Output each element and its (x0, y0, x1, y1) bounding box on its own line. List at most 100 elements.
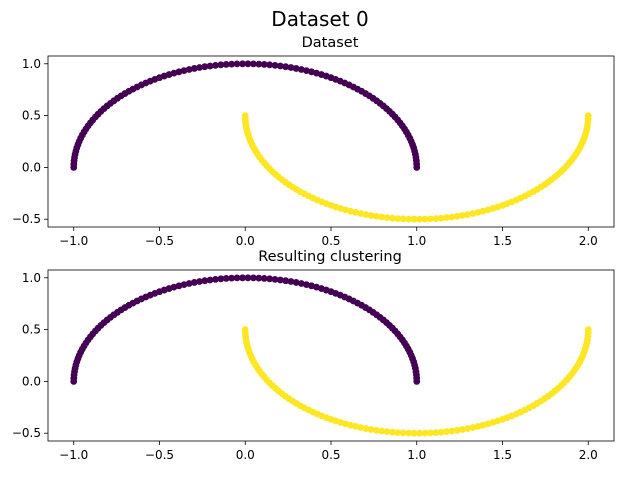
scatter-point (255, 60, 263, 68)
y-tick-label: 0.0 (22, 374, 41, 388)
x-tick-label: −0.5 (145, 234, 174, 248)
y-tick-label: 0.5 (22, 109, 41, 123)
scatter-point (432, 215, 440, 222)
scatter-point (388, 214, 396, 222)
panel-title: Dataset (302, 35, 359, 51)
scatter-point (250, 274, 257, 282)
scatter-point (185, 280, 193, 287)
scatter-point (303, 67, 310, 74)
scatter-point (276, 276, 284, 284)
scatter-point (416, 429, 423, 437)
scatter-point (378, 213, 386, 221)
scatter-point (303, 281, 310, 288)
scatter-point (239, 274, 246, 282)
axes-frame (47, 55, 615, 228)
scatter-point (437, 214, 445, 222)
scatter-point (250, 60, 257, 68)
scatter-point (287, 278, 295, 285)
scatter-point (228, 60, 236, 68)
figure-suptitle: Dataset 0 (271, 7, 368, 31)
scatter-point (185, 66, 193, 73)
scatter-point (362, 425, 370, 432)
scatter-point (260, 275, 268, 282)
x-tick-label: 1.0 (407, 448, 426, 462)
scatter-point (190, 279, 198, 286)
y-tick-label: −0.5 (12, 212, 41, 226)
plot-panel-dataset: Dataset −1.0 −0.5 0.0 0.5 1.0 1.5 2.0 −0.5 0.0 0… (12, 35, 615, 248)
scatter-point (282, 63, 290, 71)
scatter-point (383, 214, 391, 222)
scatter-point (372, 426, 380, 434)
scatter-point (282, 277, 290, 285)
scatter-point (410, 215, 418, 223)
y-tick-label: 1.0 (22, 57, 41, 71)
scatter-point (357, 210, 365, 217)
scatter-point (228, 274, 236, 282)
scatter-point (416, 215, 423, 223)
scatter-point (255, 274, 263, 282)
y-axis: −0.5 0.0 0.5 1.0 (12, 57, 48, 226)
scatter-point (244, 274, 252, 282)
x-tick-label: 1.5 (493, 234, 512, 248)
scatter-point (212, 61, 219, 69)
scatter-point (266, 275, 274, 283)
scatter-point (453, 212, 461, 220)
scatter-point (383, 428, 391, 436)
scatter-point (421, 215, 429, 223)
x-tick-label: 0.5 (321, 448, 340, 462)
scatter-point (357, 424, 365, 431)
scatter-point (70, 164, 78, 171)
scatter-point (244, 60, 252, 68)
scatter-point (405, 215, 412, 223)
scatter-point (367, 426, 375, 433)
scatter-point (464, 425, 472, 432)
scatter-point (394, 215, 402, 222)
panel-title: Resulting clustering (258, 249, 402, 265)
scatter-point (222, 61, 230, 68)
scatter-point (196, 64, 203, 71)
scatter-point (217, 61, 225, 69)
scatter-point (276, 62, 284, 70)
scatter-point (292, 279, 300, 286)
scatter-point (297, 66, 305, 73)
axes-frame (47, 269, 615, 442)
plot-panel-resulting-clustering: Resulting clustering −1.0 −0.5 0.0 0.5 1.0 1.… (12, 249, 615, 462)
scatter-point (352, 209, 359, 216)
scatter-point (469, 210, 477, 217)
y-axis: −0.5 0.0 0.5 1.0 (12, 271, 48, 440)
scatter-point (426, 215, 434, 223)
scatter-point (190, 65, 198, 72)
scatter-points (70, 274, 592, 437)
scatter-point (217, 275, 225, 283)
scatter-point (443, 214, 450, 222)
scatter-point (297, 280, 305, 287)
scatter-point (453, 426, 461, 434)
scatter-point (584, 326, 592, 333)
scatter-point (233, 274, 241, 282)
scatter-point (410, 429, 418, 437)
scatter-point (362, 211, 370, 218)
scatter-point (394, 429, 402, 436)
scatter-point (201, 277, 209, 285)
scatter-point (206, 62, 214, 70)
scatter-point (271, 275, 279, 283)
y-tick-label: 1.0 (22, 271, 41, 285)
scatter-point (352, 423, 359, 430)
scatter-point (196, 278, 203, 285)
scatter-point (233, 60, 241, 68)
y-tick-label: 0.5 (22, 323, 41, 337)
scatter-point (287, 64, 295, 71)
x-tick-label: 1.5 (493, 448, 512, 462)
x-tick-label: 0.0 (236, 448, 255, 462)
x-tick-label: −1.0 (59, 448, 88, 462)
x-tick-label: 2.0 (579, 234, 598, 248)
scatter-point (432, 429, 440, 436)
scatter-point (212, 275, 219, 283)
scatter-point (459, 426, 466, 433)
scatter-point (271, 61, 279, 69)
x-axis: −1.0 −0.5 0.0 0.5 1.0 1.5 2.0 (59, 227, 598, 248)
x-tick-label: 1.0 (407, 234, 426, 248)
scatter-point (469, 424, 477, 431)
scatter-point (70, 378, 78, 385)
